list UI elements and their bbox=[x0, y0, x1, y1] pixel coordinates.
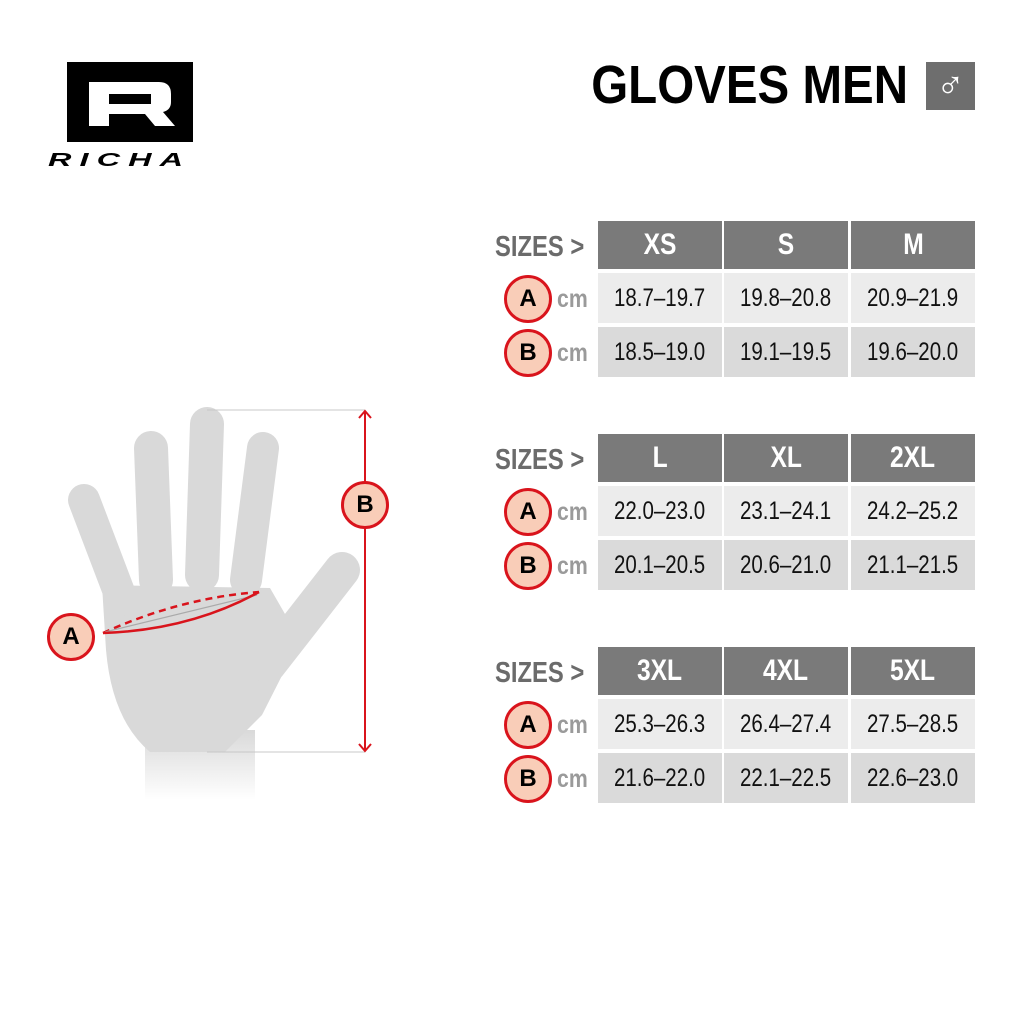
sizes-header-row: SIZES > XS S M bbox=[495, 221, 975, 271]
size-header-cell: S bbox=[724, 221, 848, 269]
measurement-cell: 19.1–19.5 bbox=[724, 327, 848, 377]
measurement-cell: 21.6–22.0 bbox=[598, 753, 722, 803]
page-title: GLOVES MEN bbox=[591, 55, 908, 115]
label-a-circle: A bbox=[47, 613, 95, 661]
measurement-cell: 22.6–23.0 bbox=[851, 753, 975, 803]
measurement-cell: 18.7–19.7 bbox=[598, 273, 722, 323]
measurement-row-b: B cm 20.1–20.5 20.6–21.0 21.1–21.5 bbox=[495, 540, 975, 590]
measure-key-badge: A bbox=[504, 701, 552, 749]
measurement-cell: 18.5–19.0 bbox=[598, 327, 722, 377]
logo-r-mark bbox=[89, 82, 175, 126]
unit-label: cm bbox=[557, 552, 588, 580]
size-header-cell: L bbox=[598, 434, 722, 482]
measure-key-badge: A bbox=[504, 488, 552, 536]
measurement-cell: 21.1–21.5 bbox=[851, 540, 975, 590]
measure-key-badge: B bbox=[504, 755, 552, 803]
measure-b-line bbox=[207, 409, 372, 753]
measurement-cell: 22.0–23.0 bbox=[598, 486, 722, 536]
male-symbol-icon: ♂ bbox=[926, 62, 975, 110]
logo-wordmark: RICHA bbox=[48, 150, 192, 171]
hand-illustration bbox=[68, 407, 360, 800]
measurement-row-b: B cm 18.5–19.0 19.1–19.5 19.6–20.0 bbox=[495, 327, 975, 377]
measure-a-line bbox=[102, 590, 260, 635]
sizes-header-row: SIZES > 3XL 4XL 5XL bbox=[495, 647, 975, 697]
sizes-label: SIZES > bbox=[495, 231, 585, 263]
hand-diagram bbox=[68, 407, 372, 800]
size-header-cell: 2XL bbox=[851, 434, 975, 482]
unit-label: cm bbox=[557, 339, 588, 367]
measurement-cell: 26.4–27.4 bbox=[724, 699, 848, 749]
measurement-cell: 25.3–26.3 bbox=[598, 699, 722, 749]
unit-label: cm bbox=[557, 765, 588, 793]
measurement-row-b: B cm 21.6–22.0 22.1–22.5 22.6–23.0 bbox=[495, 753, 975, 803]
unit-label: cm bbox=[557, 285, 588, 313]
size-header-cell: 4XL bbox=[724, 647, 848, 695]
measure-key-badge: B bbox=[504, 542, 552, 590]
measurement-cell: 19.6–20.0 bbox=[851, 327, 975, 377]
size-header-cell: XS bbox=[598, 221, 722, 269]
measurement-cell: 24.2–25.2 bbox=[851, 486, 975, 536]
richa-logo bbox=[67, 62, 193, 142]
measurement-cell: 19.8–20.8 bbox=[724, 273, 848, 323]
measurement-cell: 22.1–22.5 bbox=[724, 753, 848, 803]
measurement-cell: 27.5–28.5 bbox=[851, 699, 975, 749]
measurement-row-a: A cm 18.7–19.7 19.8–20.8 20.9–21.9 bbox=[495, 273, 975, 323]
measurement-row-a: A cm 25.3–26.3 26.4–27.4 27.5–28.5 bbox=[495, 699, 975, 749]
label-b-circle: B bbox=[341, 481, 389, 529]
measurement-cell: 20.1–20.5 bbox=[598, 540, 722, 590]
measurement-cell: 23.1–24.1 bbox=[724, 486, 848, 536]
size-header-cell: 3XL bbox=[598, 647, 722, 695]
sizes-header-row: SIZES > L XL 2XL bbox=[495, 434, 975, 484]
size-header-cell: M bbox=[851, 221, 975, 269]
size-header-cell: 5XL bbox=[851, 647, 975, 695]
sizes-label: SIZES > bbox=[495, 657, 585, 689]
sizes-label: SIZES > bbox=[495, 444, 585, 476]
measurement-row-a: A cm 22.0–23.0 23.1–24.1 24.2–25.2 bbox=[495, 486, 975, 536]
measure-key-badge: B bbox=[504, 329, 552, 377]
measurement-cell: 20.9–21.9 bbox=[851, 273, 975, 323]
size-header-cell: XL bbox=[724, 434, 848, 482]
unit-label: cm bbox=[557, 498, 588, 526]
measurement-cell: 20.6–21.0 bbox=[724, 540, 848, 590]
measure-key-badge: A bbox=[504, 275, 552, 323]
unit-label: cm bbox=[557, 711, 588, 739]
